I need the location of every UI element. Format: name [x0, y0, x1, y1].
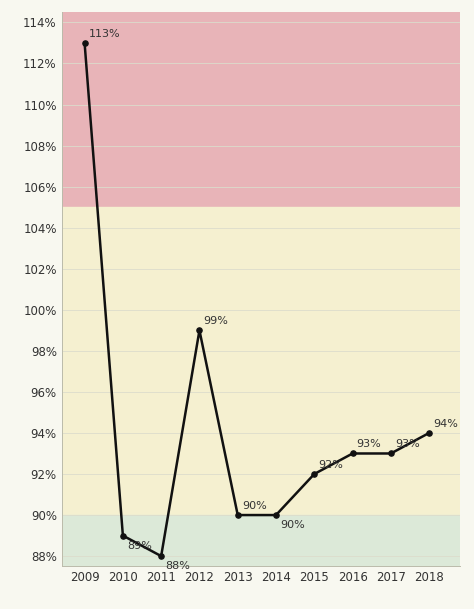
Point — [81, 38, 88, 48]
Text: 92%: 92% — [319, 460, 343, 470]
Point — [157, 551, 165, 561]
Text: 113%: 113% — [89, 29, 120, 39]
Point — [349, 449, 356, 459]
Point — [425, 428, 433, 438]
Text: 93%: 93% — [357, 439, 382, 449]
Point — [272, 510, 280, 520]
Point — [196, 325, 203, 335]
Point — [310, 469, 318, 479]
Point — [387, 449, 395, 459]
Text: 89%: 89% — [127, 541, 152, 551]
Point — [119, 530, 127, 540]
Bar — [62, 515, 460, 609]
Point — [234, 510, 242, 520]
Text: 93%: 93% — [395, 439, 420, 449]
Bar — [62, 207, 460, 515]
Text: 90%: 90% — [242, 501, 267, 511]
Text: 94%: 94% — [433, 419, 458, 429]
Text: 99%: 99% — [204, 316, 228, 326]
Text: 88%: 88% — [165, 561, 190, 571]
Bar — [62, 0, 460, 207]
Text: 90%: 90% — [280, 520, 305, 530]
